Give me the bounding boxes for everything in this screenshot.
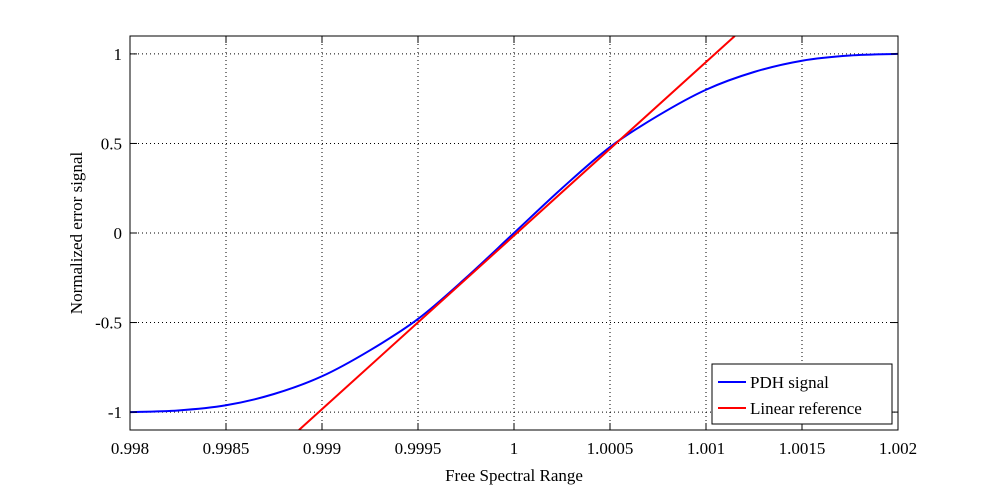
legend-label: Linear reference <box>750 399 862 418</box>
x-tick-label: 1 <box>510 439 519 458</box>
x-tick-label: 0.9995 <box>395 439 442 458</box>
ticks: 0.998 0.9985 0.999 0.9995 1 1.0005 1.001 1.0015… <box>95 36 917 458</box>
x-tick-label: 1.0005 <box>587 439 634 458</box>
legend: PDH signal Linear reference <box>711 363 893 425</box>
x-tick-label: 1.0015 <box>779 439 826 458</box>
legend-box <box>711 363 893 425</box>
series-layer <box>130 36 898 430</box>
x-tick-label: 1.002 <box>879 439 917 458</box>
y-tick-label: -0.5 <box>95 314 122 333</box>
x-tick-label: 0.9985 <box>203 439 250 458</box>
x-tick-label: 0.999 <box>303 439 341 458</box>
x-tick-label: 1.001 <box>687 439 725 458</box>
x-axis-title: Free Spectral Range <box>445 466 583 485</box>
y-tick-label: 0 <box>114 224 123 243</box>
x-tick-label: 0.998 <box>111 439 149 458</box>
y-axis-title: Normalized error signal <box>67 152 86 315</box>
y-tick-label: 0.5 <box>101 134 122 153</box>
y-tick-label: 1 <box>114 45 123 64</box>
legend-label: PDH signal <box>750 373 829 392</box>
y-tick-label: -1 <box>108 403 122 422</box>
series-line-pdh-signal <box>130 52 898 414</box>
series-line-linear-reference <box>298 36 736 430</box>
